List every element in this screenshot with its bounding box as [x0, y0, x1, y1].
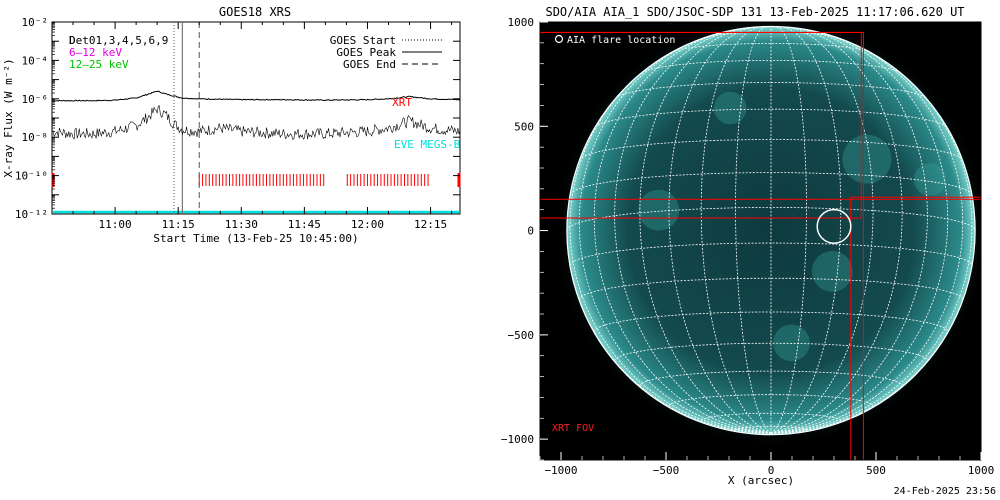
- grid-line: [735, 26, 772, 434]
- goes-y-tick-label: 10⁻⁶: [22, 93, 49, 106]
- goes-x-axis-label: Start Time (13-Feb-25 10:45:00): [153, 232, 358, 245]
- aia-y-tick-label: −1000: [501, 433, 534, 446]
- flare-legend-label: AIA flare location: [567, 35, 675, 46]
- aia-y-tick-label: 0: [527, 225, 534, 238]
- xrt-fov-box: [540, 198, 981, 460]
- grid-line: [569, 172, 973, 195]
- grid-line: [770, 27, 903, 434]
- grid-line: [705, 31, 837, 38]
- legend-goes-end: GOES End: [343, 58, 396, 71]
- solar-disk-body: [566, 26, 976, 435]
- grid-line: [700, 26, 772, 434]
- goes-x-tick-label: 11:15: [162, 218, 195, 231]
- goes-panel: GOES18 XRS 10⁻¹² 10⁻¹⁰ 10⁻⁸ 10⁻⁶ 10⁻⁴ 10⁻² 11…: [2, 5, 461, 245]
- active-region: [811, 250, 853, 292]
- goes-x-tick-label: 12:00: [351, 218, 384, 231]
- aia-x-tick-label: 1000: [968, 464, 995, 477]
- goes-x-tick-label: 11:00: [99, 218, 132, 231]
- grid-line: [569, 242, 973, 266]
- goes-y-tick-label: 10⁻²: [22, 16, 49, 29]
- aia-x-tick-label: 0: [768, 464, 775, 477]
- goes-plot-content: [51, 22, 461, 214]
- goes-y-tick-label: 10⁻¹²: [15, 208, 48, 221]
- heliographic-grid: [566, 25, 976, 436]
- detector-label: Det01,3,4,5,6,9: [69, 34, 168, 47]
- goes-y-tick-label: 10⁻⁴: [22, 54, 49, 67]
- aia-y-tick-label: 500: [514, 120, 534, 133]
- grid-line: [641, 60, 901, 74]
- aia-flare-location-marker: [816, 208, 852, 244]
- grid-line: [639, 27, 772, 434]
- legend-goes-peak: GOES Peak: [336, 46, 396, 59]
- grid-line: [615, 82, 927, 99]
- goes-x-tick-label: 11:30: [225, 218, 258, 231]
- active-region: [713, 91, 747, 125]
- active-region: [842, 134, 892, 184]
- eve-label: EVE MEGS-B: [394, 138, 461, 151]
- aia-axis-frame: [539, 21, 982, 461]
- grid-line: [668, 394, 874, 407]
- aia-title: SDO/AIA AIA_1 SDO/JSOC-SDP 131 13-Feb-20…: [545, 5, 964, 19]
- goes-title: GOES18 XRS: [219, 5, 291, 19]
- footer-timestamp: 24-Feb-2025 23:56: [894, 486, 996, 497]
- series-goes-long: [51, 90, 461, 102]
- goes-legend: GOES Start GOES Peak GOES End: [330, 34, 442, 71]
- goes-y-axis: 10⁻¹² 10⁻¹⁰ 10⁻⁸ 10⁻⁶ 10⁻⁴ 10⁻²: [15, 16, 460, 221]
- grid-line: [770, 26, 807, 434]
- grid-line: [614, 28, 772, 434]
- aia-y-tick-label: 1000: [508, 16, 535, 29]
- grid-line: [770, 31, 949, 434]
- grid-line: [639, 370, 903, 387]
- grid-line: [579, 139, 963, 161]
- grid-line: [668, 26, 772, 434]
- grid-line: [614, 342, 928, 361]
- flare-legend-circle-icon: [554, 34, 564, 44]
- goes-y-tick-label: 10⁻¹⁰: [15, 170, 48, 183]
- aia-x-axis-label: X (arcsec): [728, 474, 794, 487]
- flare-circle: [816, 208, 852, 244]
- limb-line: [566, 25, 976, 436]
- aia-y-tick-label: −500: [508, 329, 535, 342]
- grid-line: [578, 277, 964, 301]
- grid-line: [770, 38, 964, 434]
- band-label-6-12kev: 6–12 keV: [69, 46, 122, 59]
- detector-overlap-glyph: D: [69, 34, 76, 47]
- grid-line: [566, 207, 976, 231]
- goes-x-axis: 11:00 11:15 11:30 11:45 12:00 12:15: [72, 22, 453, 231]
- legend-goes-start: GOES Start: [330, 34, 396, 47]
- goes-x-tick-label: 11:45: [288, 218, 321, 231]
- aia-panel: SDO/AIA AIA_1 SDO/JSOC-SDP 131 13-Feb-20…: [501, 5, 996, 497]
- grid-line: [593, 311, 949, 333]
- aia-x-tick-label: 500: [866, 464, 886, 477]
- goes-x-tick-label: 12:15: [414, 218, 447, 231]
- goes-y-axis-label: X-ray Flux (W m⁻²): [2, 58, 15, 177]
- xrt-fov-box: [540, 31, 862, 219]
- aia-x-tick-label: −500: [653, 464, 680, 477]
- grid-line: [569, 63, 772, 434]
- aia-x-tick-label: −1000: [544, 464, 577, 477]
- band-label-12-25kev: 12–25 keV: [69, 58, 129, 71]
- xrt-fov-label: XRT FOV: [552, 423, 594, 434]
- series-goes-short: [51, 105, 461, 140]
- grid-line: [770, 26, 842, 434]
- grid-line: [578, 38, 772, 434]
- aia-axes: −1000 −500 0 500 1000 −1000 −500 0 500 1000: [501, 16, 994, 477]
- xrt-label: XRT: [392, 96, 412, 109]
- xrt-coverage-marks: [51, 173, 461, 187]
- grid-line: [735, 425, 807, 431]
- grid-line: [770, 26, 874, 434]
- grid-line: [593, 31, 772, 434]
- active-region: [913, 163, 947, 196]
- goes-y-tick-label: 10⁻⁸: [22, 131, 49, 144]
- active-region: [773, 324, 810, 362]
- grid-line: [700, 412, 842, 422]
